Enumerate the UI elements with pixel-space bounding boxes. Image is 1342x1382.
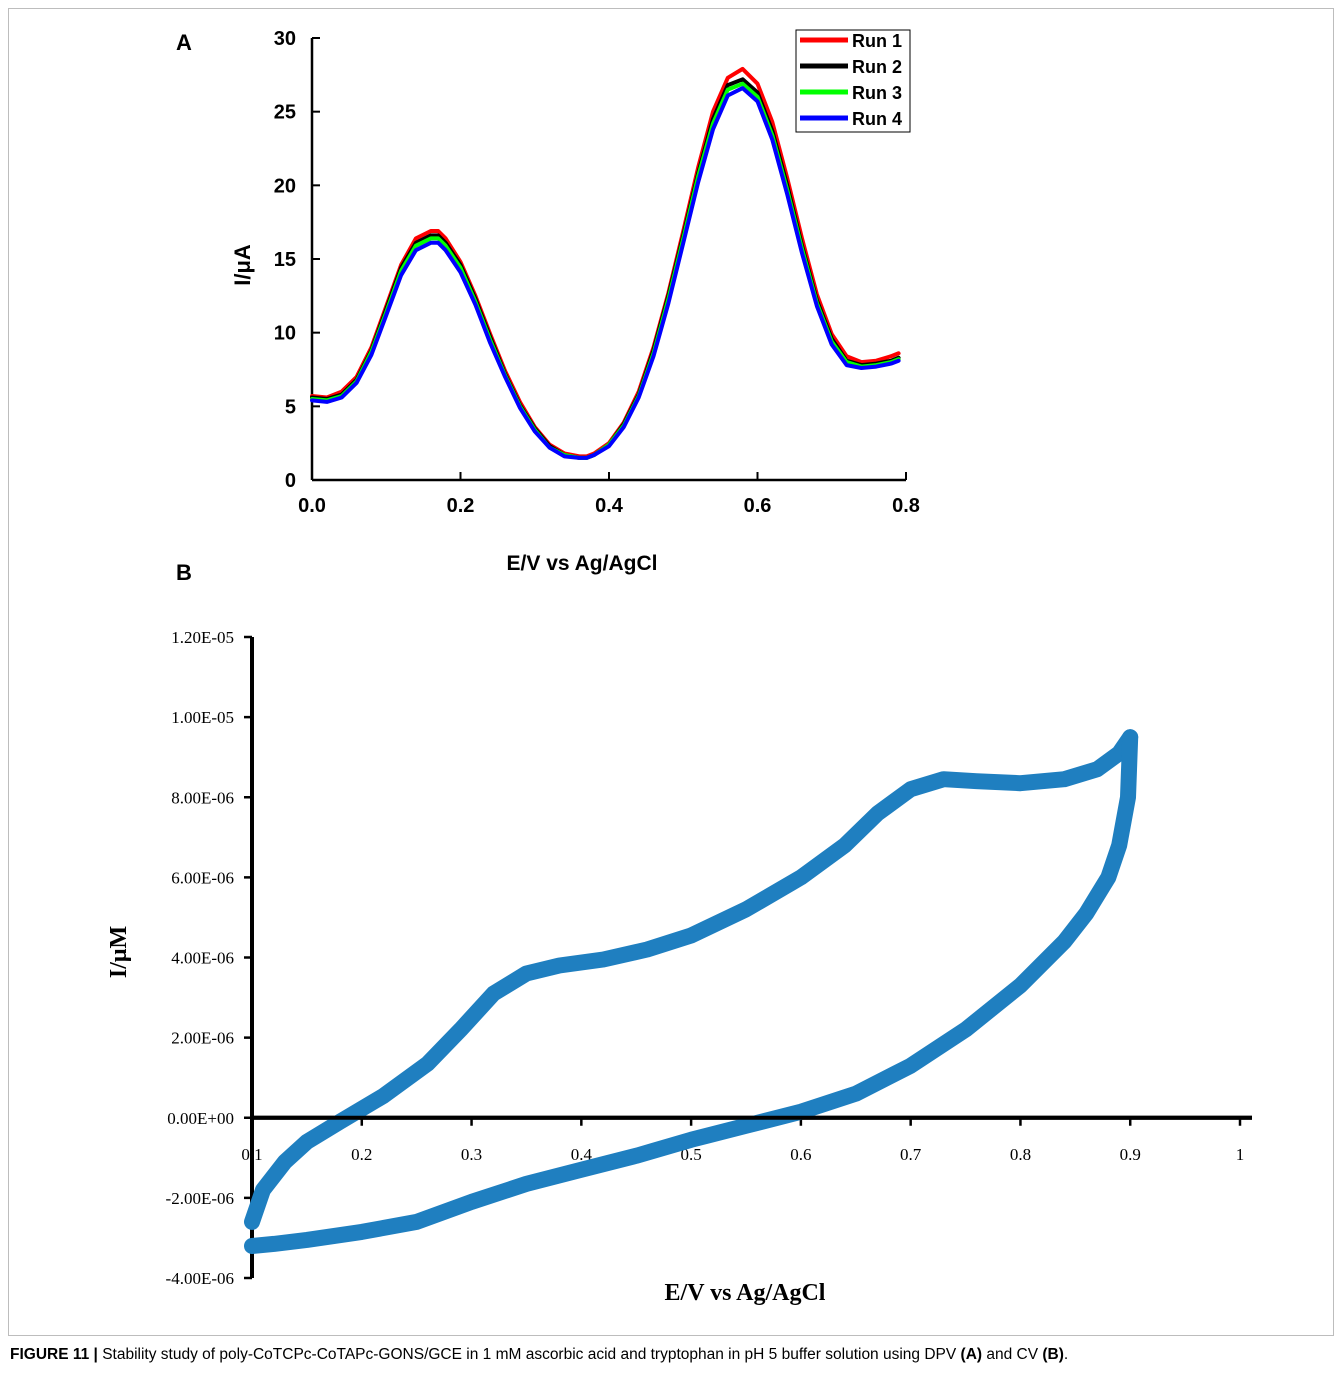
caption-and: and CV	[982, 1346, 1043, 1363]
y-tick-label-b: 6.00E-06	[171, 868, 234, 887]
caption-text: Stability study of poly-CoTCPc-CoTAPc-GO…	[97, 1346, 961, 1363]
cv-cathodic-branch	[244, 729, 1139, 1254]
x-axis-title-a: E/V vs Ag/AgCl	[507, 552, 658, 575]
legend-label: Run 4	[852, 109, 902, 129]
x-tick-label-a: 0.4	[595, 495, 624, 517]
y-tick-label-a: 10	[274, 323, 296, 345]
caption-ref-b: (B)	[1042, 1346, 1064, 1363]
x-tick-label-b: 0.9	[1120, 1145, 1141, 1164]
y-tick-label-b: 4.00E-06	[171, 949, 234, 968]
x-tick-label-b: 0.3	[461, 1145, 482, 1164]
y-tick-label-b: 2.00E-06	[171, 1029, 234, 1048]
legend-label: Run 3	[852, 83, 902, 103]
x-tick-label-b: 0.4	[571, 1145, 593, 1164]
caption-ref-a: (A)	[960, 1346, 983, 1363]
y-tick-label-a: 20	[274, 175, 296, 197]
y-axis-title-b: I/μM	[106, 926, 132, 978]
legend-box-a	[795, 29, 911, 133]
figure-frame	[8, 8, 1334, 1336]
x-tick-label-b: 0.7	[900, 1145, 922, 1164]
x-tick-label-b: 0.6	[790, 1145, 811, 1164]
caption-end: .	[1063, 1346, 1069, 1363]
y-tick-label-a: 15	[274, 249, 296, 271]
x-tick-label-b: 0.2	[351, 1145, 372, 1164]
legend-label: Run 2	[852, 57, 902, 77]
x-tick-label-a: 0.0	[298, 495, 326, 517]
y-tick-label-b: 1.00E-05	[171, 708, 234, 727]
x-tick-label-a: 0.2	[447, 495, 475, 517]
legend-label: Run 1	[852, 31, 902, 51]
y-tick-label-b: 0.00E+00	[167, 1109, 234, 1128]
y-tick-label-b: -4.00E-06	[166, 1269, 234, 1288]
y-tick-label-a: 25	[274, 102, 296, 124]
y-tick-label-b: 1.20E-05	[171, 628, 234, 647]
y-tick-label-b: -2.00E-06	[166, 1189, 234, 1208]
y-tick-label-a: 5	[285, 396, 296, 418]
x-tick-label-b: 0.1	[241, 1145, 262, 1164]
caption-label: FIGURE 11 |	[10, 1346, 98, 1363]
y-tick-label-a: 0	[285, 470, 296, 492]
chart-b: B -4.00E-06 -2.00E-06 0.00E+00 2.00E-06 4.00E…	[106, 560, 1252, 1306]
series-line-run-4	[310, 86, 901, 460]
x-tick-label-a: 0.8	[892, 495, 920, 517]
y-tick-label-b: 8.00E-06	[171, 788, 234, 807]
figure-caption: FIGURE 11 | Stability study of poly-CoTC…	[10, 1346, 1336, 1364]
x-tick-label-b: 0.8	[1010, 1145, 1031, 1164]
y-axis-title-a: I/μA	[230, 244, 255, 286]
y-tick-label-a: 30	[274, 28, 296, 50]
panel-label-b: B	[176, 560, 192, 585]
panel-label-a: A	[176, 30, 192, 55]
x-tick-label-a: 0.6	[744, 495, 772, 517]
chart-a: A 0 5 10 15 20 25 30 0.0 0.2 0.4 0.6 0.8 E/V vs Ag/Ag…	[176, 28, 920, 575]
x-axis-title-b: E/V vs Ag/AgCl	[665, 1280, 826, 1306]
x-tick-label-b: 1	[1236, 1145, 1245, 1164]
